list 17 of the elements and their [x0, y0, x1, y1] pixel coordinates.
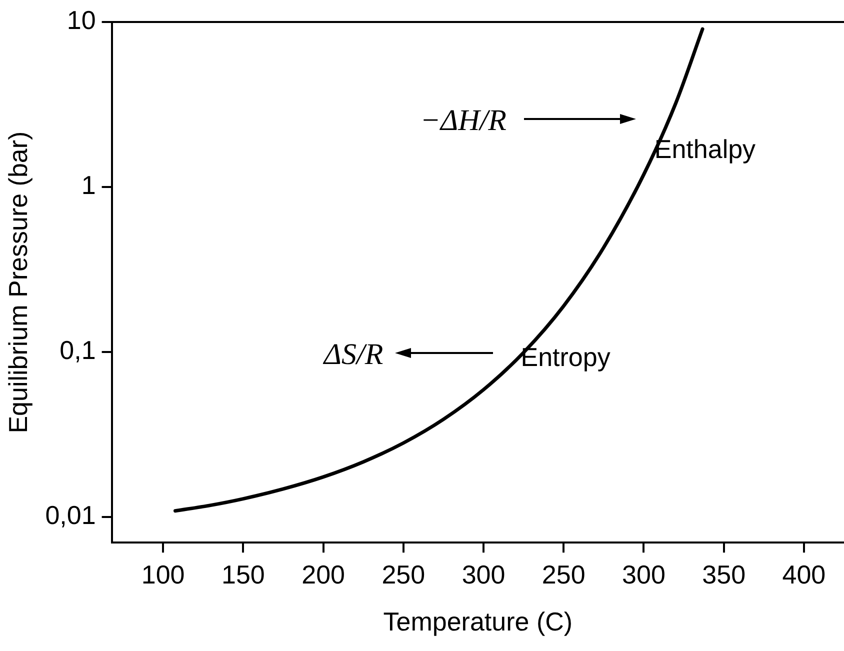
y-tick-label: 0,1: [60, 335, 96, 366]
x-tick-label: 200: [302, 559, 345, 590]
x-tick-label: 150: [221, 559, 265, 590]
x-axis-title: Temperature (C): [383, 606, 573, 637]
annotation: −ΔH/R: [420, 104, 506, 138]
annotation: Enthalpy: [654, 134, 756, 166]
x2-tick-label: 350: [702, 559, 746, 590]
annotation: ΔS/R: [324, 338, 384, 372]
x-tick-label: 100: [141, 559, 185, 590]
x2-tick-label: 400: [782, 559, 826, 590]
x-tick-label: 300: [462, 559, 506, 590]
annotation: Entropy: [520, 342, 610, 374]
y-tick-label: 10: [66, 5, 96, 36]
x-tick-label: 250: [382, 559, 426, 590]
y-tick-label: 1: [81, 170, 96, 200]
y-axis-title: Equilibrium Pressure (bar): [2, 131, 33, 434]
y-tick-label: 0,01: [45, 500, 96, 530]
